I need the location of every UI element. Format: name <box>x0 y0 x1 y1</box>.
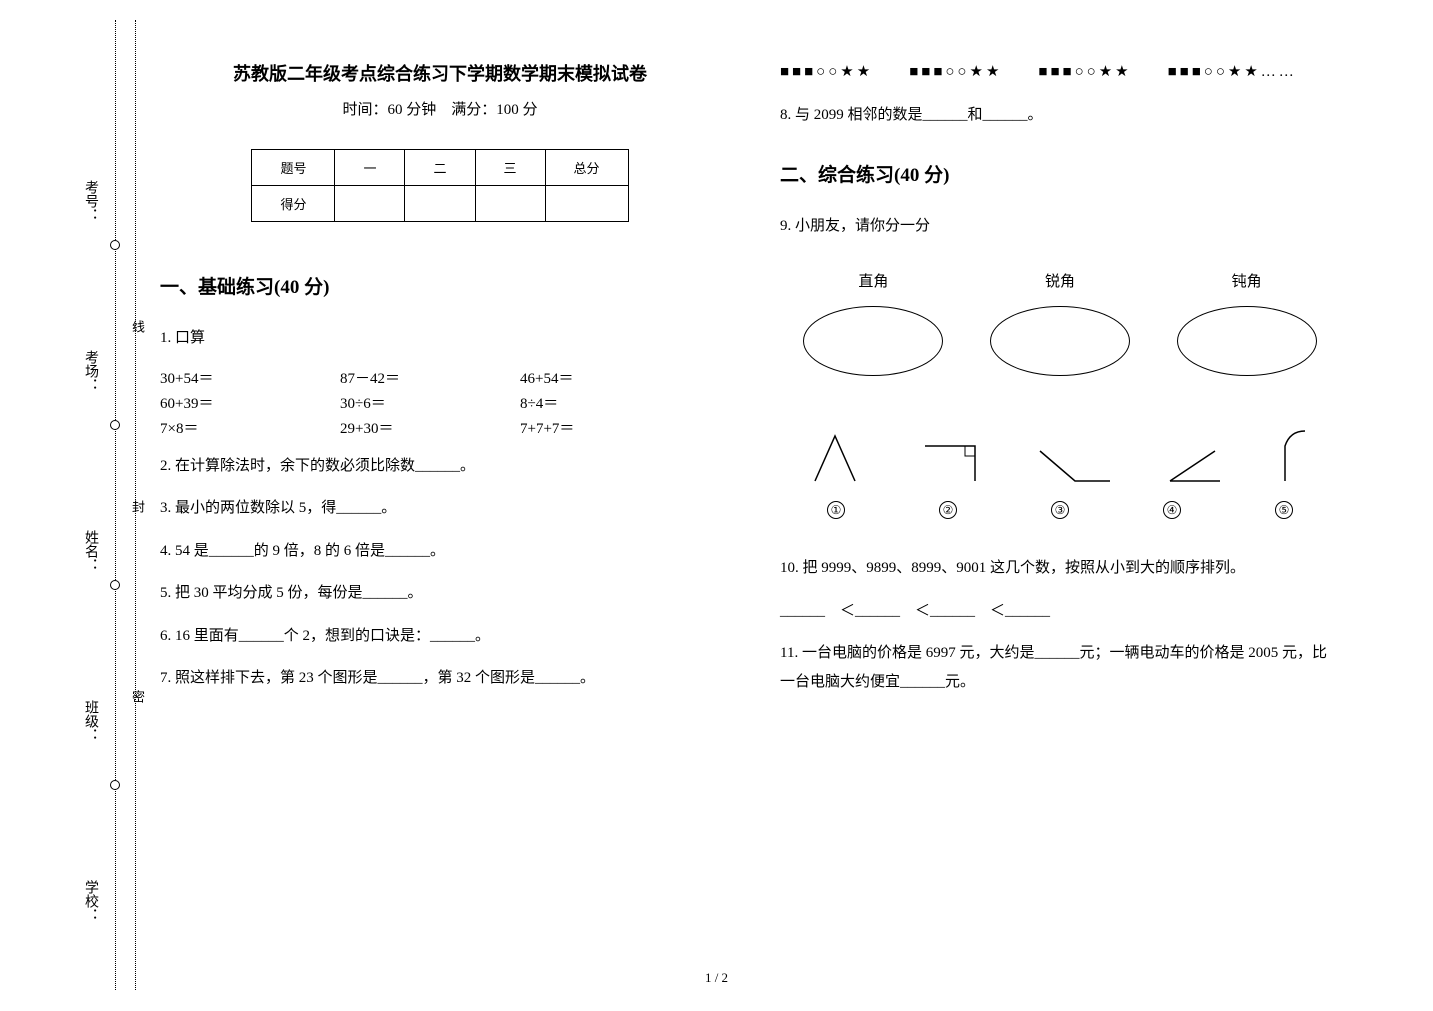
angle-labels-row: 直角 锐角 钝角 <box>780 270 1340 291</box>
calc-item: 60+39＝ <box>160 392 340 413</box>
calc-item: 7+7+7＝ <box>520 417 700 438</box>
question-10: 10. 把 9999、9899、8999、9001 这几个数，按照从小到大的顺序… <box>780 554 1340 583</box>
calc-item: 30÷6＝ <box>340 392 520 413</box>
shape-1-acute-angle <box>805 426 865 486</box>
section-2-header: 二、综合练习(40 分) <box>780 160 1340 187</box>
question-4: 4. 54 是______的 9 倍，8 的 6 倍是______。 <box>160 537 720 566</box>
question-9: 9. 小朋友，请你分一分 <box>780 212 1340 241</box>
question-11: 11. 一台电脑的价格是 6997 元，大约是______元；一辆电动车的价格是… <box>780 639 1340 696</box>
seal-char-mi: 密 <box>128 690 147 703</box>
seal-char-xian: 线 <box>128 320 147 333</box>
shape-num-5: ⑤ <box>1275 501 1293 519</box>
question-6: 6. 16 里面有______个 2，想到的口诀是：______。 <box>160 622 720 651</box>
angle-label-obtuse: 钝角 <box>1187 270 1307 291</box>
header-cell: 题号 <box>252 150 335 186</box>
label-number: 考号： <box>80 180 100 222</box>
angle-label-acute: 锐角 <box>1000 270 1120 291</box>
left-column: 苏教版二年级考点综合练习下学期数学期末模拟试卷 时间：60 分钟 满分：100 … <box>160 60 720 710</box>
page-content: 苏教版二年级考点综合练习下学期数学期末模拟试卷 时间：60 分钟 满分：100 … <box>160 60 1400 710</box>
dotted-fold-line <box>115 20 116 990</box>
header-cell: 总分 <box>545 150 628 186</box>
oval-right <box>803 306 943 376</box>
calc-item: 46+54＝ <box>520 367 700 388</box>
calc-item: 8÷4＝ <box>520 392 700 413</box>
header-cell: 三 <box>475 150 545 186</box>
binding-margin: 学校： 班级： 姓名： 考场： 考号： 密 封 线 <box>60 0 140 1011</box>
shape-3-obtuse-angle <box>1035 441 1115 486</box>
shape-num-1: ① <box>827 501 845 519</box>
fold-marker <box>110 240 120 250</box>
exam-title: 苏教版二年级考点综合练习下学期数学期末模拟试卷 <box>160 60 720 86</box>
shape-2-right-angle <box>915 436 985 486</box>
label-school: 学校： <box>80 880 100 922</box>
question-5: 5. 把 30 平均分成 5 份，每份是______。 <box>160 579 720 608</box>
question-1-label: 1. 口算 <box>160 324 720 353</box>
angle-classification: 直角 锐角 钝角 ① ② ③ ④ ⑤ <box>780 270 1340 519</box>
label-class: 班级： <box>80 700 100 742</box>
section-1-header: 一、基础练习(40 分) <box>160 272 720 299</box>
table-row: 题号 一 二 三 总分 <box>252 150 628 186</box>
calc-grid: 30+54＝ 87－42＝ 46+54＝ 60+39＝ 30÷6＝ 8÷4＝ 7… <box>160 367 720 438</box>
score-label-cell: 得分 <box>252 186 335 222</box>
fold-marker <box>110 580 120 590</box>
shape-numbers: ① ② ③ ④ ⑤ <box>780 501 1340 519</box>
score-cell <box>475 186 545 222</box>
score-cell <box>335 186 405 222</box>
label-room: 考场： <box>80 350 100 392</box>
header-cell: 二 <box>405 150 475 186</box>
pattern-sequence: ■■■○○★★ ■■■○○★★ ■■■○○★★ ■■■○○★★…… <box>780 60 1340 81</box>
calc-row: 60+39＝ 30÷6＝ 8÷4＝ <box>160 392 720 413</box>
shape-4-acute-angle <box>1165 441 1225 486</box>
score-cell <box>545 186 628 222</box>
shape-num-2: ② <box>939 501 957 519</box>
right-column: ■■■○○★★ ■■■○○★★ ■■■○○★★ ■■■○○★★…… 8. 与 2… <box>780 60 1340 710</box>
question-2: 2. 在计算除法时，余下的数必须比除数______。 <box>160 452 720 481</box>
answer-ovals <box>780 306 1340 376</box>
angle-label-right: 直角 <box>813 270 933 291</box>
question-7: 7. 照这样排下去，第 23 个图形是______，第 32 个图形是_____… <box>160 664 720 693</box>
page-number: 1 / 2 <box>705 970 728 986</box>
seal-char-feng: 封 <box>128 500 147 513</box>
score-table: 题号 一 二 三 总分 得分 <box>251 149 628 222</box>
shape-num-4: ④ <box>1163 501 1181 519</box>
calc-item: 30+54＝ <box>160 367 340 388</box>
fold-marker <box>110 780 120 790</box>
table-row: 得分 <box>252 186 628 222</box>
question-3: 3. 最小的两位数除以 5，得______。 <box>160 494 720 523</box>
fold-marker <box>110 420 120 430</box>
shape-5-curve-angle <box>1275 426 1315 486</box>
calc-item: 87－42＝ <box>340 367 520 388</box>
calc-item: 29+30＝ <box>340 417 520 438</box>
exam-subtitle: 时间：60 分钟 满分：100 分 <box>160 98 720 119</box>
question-8: 8. 与 2099 相邻的数是______和______。 <box>780 101 1340 130</box>
label-name: 姓名： <box>80 530 100 572</box>
header-cell: 一 <box>335 150 405 186</box>
shape-num-3: ③ <box>1051 501 1069 519</box>
calc-row: 7×8＝ 29+30＝ 7+7+7＝ <box>160 417 720 438</box>
score-cell <box>405 186 475 222</box>
oval-obtuse <box>1177 306 1317 376</box>
oval-acute <box>990 306 1130 376</box>
calc-item: 7×8＝ <box>160 417 340 438</box>
question-10-blanks: ______ ＜______ ＜______ ＜______ <box>780 597 1340 626</box>
angle-shapes-row <box>780 416 1340 486</box>
calc-row: 30+54＝ 87－42＝ 46+54＝ <box>160 367 720 388</box>
